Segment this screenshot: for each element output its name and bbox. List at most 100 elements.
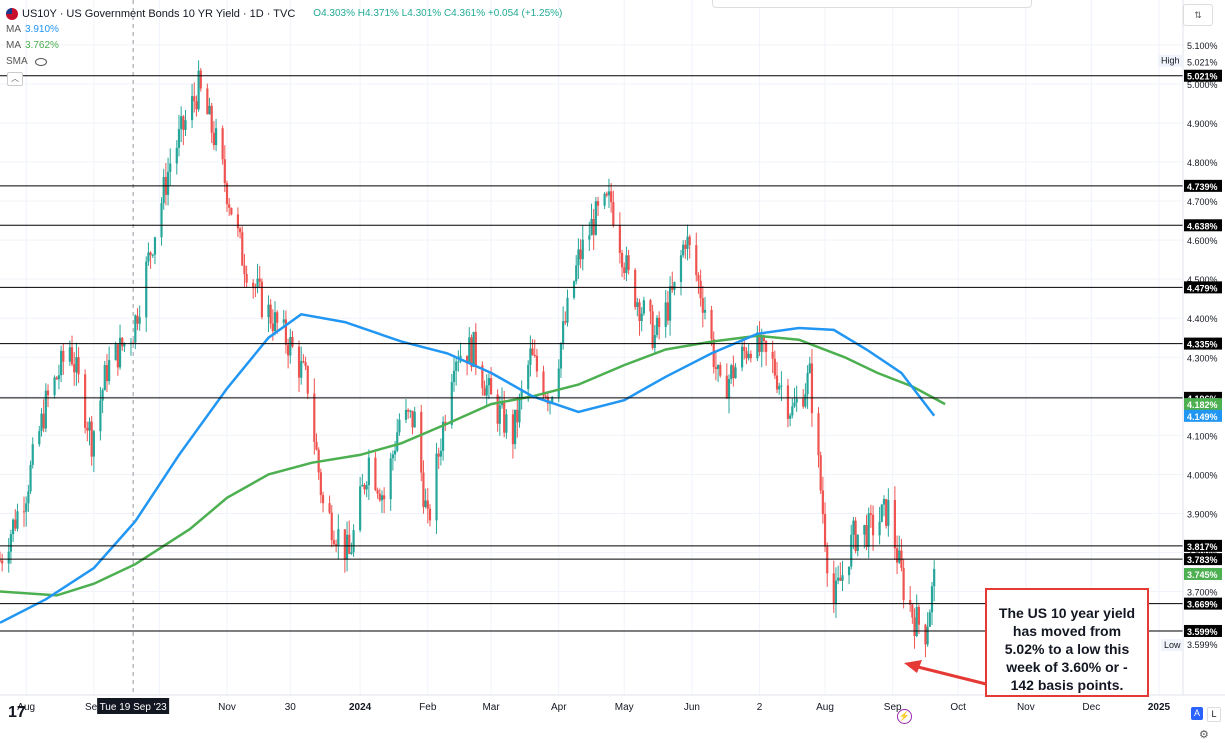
- auto-scale-button[interactable]: A: [1191, 707, 1203, 720]
- grid: [0, 0, 1183, 695]
- log-scale-button[interactable]: L: [1207, 707, 1221, 722]
- candle-body: [16, 511, 19, 529]
- arrow-head: [904, 660, 922, 673]
- candle-body: [758, 332, 761, 352]
- price-tick-label: 3.900%: [1187, 509, 1218, 519]
- candle-body: [882, 499, 886, 505]
- time-axis[interactable]: Aug Sep Oct Nov 30 2024 Feb Mar Apr May Jun 2 Aug Sep…: [0, 694, 1225, 714]
- candle-body: [214, 128, 218, 146]
- level-price-tag: 3.783%: [1187, 555, 1218, 565]
- ma2-value: 3.762%: [25, 40, 59, 51]
- candle-body: [714, 367, 718, 369]
- ma2-label[interactable]: MA: [6, 40, 21, 51]
- candle-body: [924, 624, 927, 645]
- candle-body: [603, 193, 606, 206]
- candle-body: [413, 411, 416, 428]
- candle-body: [457, 361, 460, 363]
- candle-body: [489, 378, 493, 395]
- candle-body: [439, 450, 442, 457]
- candle-body: [640, 313, 643, 322]
- candle-body: [743, 346, 746, 351]
- time-tick-label: Sep: [884, 702, 902, 713]
- price-axis[interactable]: 3.600%3.700%3.800%3.900%4.000%4.100%4.20…: [1158, 0, 1222, 695]
- level-price-tag: 4.739%: [1187, 182, 1218, 192]
- candle-body: [468, 337, 471, 364]
- gear-icon[interactable]: ⚙: [1199, 729, 1209, 741]
- candle-body: [210, 105, 213, 133]
- candle-body: [559, 343, 563, 369]
- candle-body: [821, 490, 824, 515]
- time-tick-label: 2025: [1148, 702, 1171, 713]
- candle-body: [55, 377, 58, 380]
- candle-body: [291, 337, 294, 347]
- candle-body: [352, 530, 355, 553]
- candle-body: [374, 457, 377, 490]
- price-tick-label: 4.600%: [1187, 236, 1218, 246]
- candle-body: [225, 183, 229, 205]
- level-price-tag: 5.021%: [1187, 72, 1218, 82]
- candle-body: [136, 315, 139, 324]
- candle-body: [175, 147, 178, 164]
- candle-body: [363, 484, 366, 490]
- candle-body: [780, 385, 783, 387]
- candle-body: [847, 566, 851, 576]
- scale-settings-icon[interactable]: ⇅: [1183, 4, 1213, 26]
- candle-body: [149, 252, 152, 256]
- ma1-value: 3.910%: [25, 24, 59, 35]
- eye-icon[interactable]: [34, 58, 47, 66]
- candle-body: [350, 552, 353, 554]
- candle-body: [837, 577, 840, 581]
- candle-body: [756, 332, 759, 359]
- sparkle-icon[interactable]: ⚡: [897, 709, 912, 724]
- level-price-tag: 4.335%: [1187, 340, 1218, 350]
- candle-body: [775, 375, 779, 390]
- candle-body: [14, 519, 17, 529]
- candle-body: [197, 70, 200, 110]
- candle-body: [592, 218, 595, 235]
- candle-body: [271, 323, 274, 332]
- collapse-legend-button[interactable]: ︿: [7, 72, 23, 86]
- us-flag-icon: [6, 8, 18, 20]
- last-price-tag-bg: [1184, 567, 1222, 580]
- tradingview-logo[interactable]: 17: [8, 704, 26, 721]
- candle-body: [551, 397, 554, 402]
- candle-body: [610, 191, 613, 203]
- candle-body: [455, 361, 458, 371]
- candle-body: [1, 560, 4, 564]
- candle-body: [393, 450, 397, 455]
- candle-body: [671, 286, 674, 290]
- candle-body: [865, 525, 868, 547]
- candle-body: [913, 617, 916, 637]
- level-price-tag: 4.638%: [1187, 221, 1218, 231]
- candle-body: [304, 362, 307, 367]
- candle-body: [151, 254, 154, 256]
- low-tag: Low: [1164, 640, 1181, 650]
- candle-body: [878, 521, 881, 536]
- candle-body: [345, 534, 349, 560]
- candle-body: [77, 357, 80, 375]
- candle-body: [893, 500, 896, 549]
- candle-body: [193, 96, 196, 102]
- candle-body: [915, 606, 918, 637]
- candle-body: [420, 411, 423, 473]
- candle-body: [520, 389, 523, 397]
- candle-body: [289, 337, 292, 356]
- ma1-label[interactable]: MA: [6, 24, 21, 35]
- time-tick-label: May: [615, 702, 634, 713]
- sma-label[interactable]: SMA: [6, 56, 28, 67]
- ma-blue-tag: 4.149%: [1187, 412, 1218, 422]
- candle-body: [880, 504, 883, 522]
- candle-body: [27, 491, 30, 504]
- candle-body: [679, 255, 683, 282]
- level-price-tag-bg: [1184, 179, 1222, 192]
- candle-body: [44, 390, 47, 429]
- candle-body: [496, 394, 499, 424]
- candle-body: [422, 472, 425, 507]
- symbol-search-tab[interactable]: [712, 0, 1032, 8]
- candle-body: [854, 520, 857, 551]
- candle-body: [22, 511, 26, 513]
- candle-body: [542, 371, 545, 396]
- candle-body: [839, 577, 842, 581]
- symbol-title[interactable]: US10Y · US Government Bonds 10 YR Yield …: [22, 8, 296, 20]
